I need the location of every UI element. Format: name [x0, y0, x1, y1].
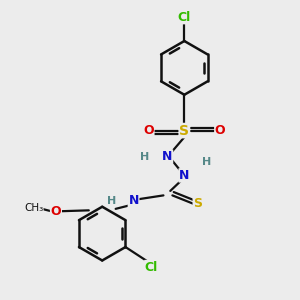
Text: H: H — [140, 152, 149, 162]
Text: O: O — [51, 205, 61, 218]
Text: Cl: Cl — [145, 261, 158, 274]
Text: H: H — [107, 196, 116, 206]
Text: H: H — [202, 157, 212, 167]
Text: O: O — [143, 124, 154, 137]
Text: N: N — [128, 194, 139, 207]
Text: N: N — [162, 150, 172, 163]
Text: S: S — [179, 124, 189, 138]
Text: CH₃: CH₃ — [24, 202, 43, 213]
Text: S: S — [193, 197, 202, 210]
Text: O: O — [215, 124, 226, 137]
Text: Cl: Cl — [178, 11, 191, 24]
Text: N: N — [179, 169, 190, 182]
